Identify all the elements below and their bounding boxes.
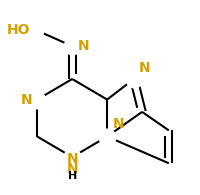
Text: N: N [66,162,78,176]
Text: HO: HO [7,23,30,37]
Text: N: N [138,61,150,75]
Text: N: N [77,39,89,53]
Text: H: H [67,171,76,182]
Text: N: N [20,93,32,106]
Text: N: N [112,117,123,131]
Text: N: N [66,152,78,166]
